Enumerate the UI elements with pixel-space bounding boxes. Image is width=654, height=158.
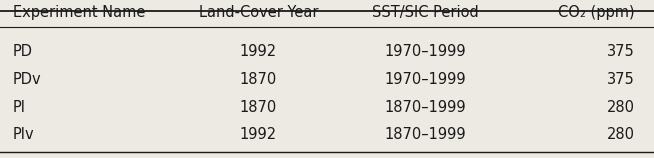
Text: 1992: 1992 <box>240 127 277 142</box>
Text: 375: 375 <box>607 44 634 59</box>
Text: 1870: 1870 <box>240 72 277 87</box>
Text: 280: 280 <box>606 127 634 142</box>
Text: PDv: PDv <box>13 72 42 87</box>
Text: 1992: 1992 <box>240 44 277 59</box>
Text: PIv: PIv <box>13 127 35 142</box>
Text: CO₂ (ppm): CO₂ (ppm) <box>558 5 634 20</box>
Text: Experiment Name: Experiment Name <box>13 5 145 20</box>
Text: 375: 375 <box>607 72 634 87</box>
Text: PI: PI <box>13 100 26 115</box>
Text: 1970–1999: 1970–1999 <box>385 44 466 59</box>
Text: 280: 280 <box>606 100 634 115</box>
Text: 1870–1999: 1870–1999 <box>385 127 466 142</box>
Text: SST/SIC Period: SST/SIC Period <box>371 5 479 20</box>
Text: Land-Cover Year: Land-Cover Year <box>199 5 318 20</box>
Text: 1870: 1870 <box>240 100 277 115</box>
Text: 1970–1999: 1970–1999 <box>385 72 466 87</box>
Text: 1870–1999: 1870–1999 <box>385 100 466 115</box>
Text: PD: PD <box>13 44 33 59</box>
